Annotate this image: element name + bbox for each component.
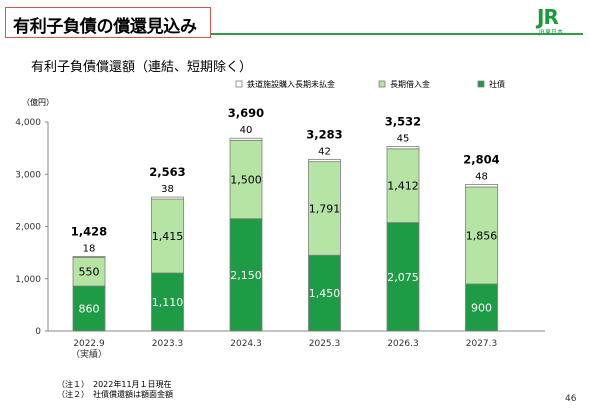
total-label: 3,283 — [306, 127, 342, 141]
bar-segment-bond — [386, 222, 420, 332]
data-label-bond: 2,150 — [230, 269, 262, 282]
bar-segment-facility — [229, 137, 263, 141]
bar-segment-facility — [308, 159, 341, 163]
data-label-long-term: 1,412 — [387, 180, 419, 193]
y-axis-unit: （億円） — [22, 98, 54, 107]
x-tick-label: 2025.3 — [309, 339, 341, 349]
x-tick-label: 2027.3 — [466, 339, 498, 349]
data-label-bond: 2,075 — [387, 271, 419, 284]
bar-segment-bond — [151, 272, 184, 332]
logo-mark: JR — [537, 5, 559, 29]
footnote-1: （注１） 2022年11月１日現在 — [57, 380, 172, 389]
bar-segment-bond — [308, 254, 341, 332]
bar-segment-long-term — [308, 161, 341, 256]
data-label-facility: 42 — [318, 146, 331, 157]
legend-label-long-term: 長期借入金 — [390, 79, 430, 89]
bar-segment-facility — [151, 196, 184, 200]
x-tick-label: 2023.3 — [152, 339, 184, 349]
title-underline — [211, 33, 583, 35]
bar-segment-bond — [465, 283, 498, 332]
total-label: 2,804 — [463, 152, 499, 166]
page-number: 46 — [565, 394, 577, 404]
data-label-facility: 48 — [475, 171, 488, 182]
data-label-facility: 38 — [161, 184, 174, 195]
x-tick-label: 2024.3 — [230, 339, 262, 349]
data-label-facility: 45 — [397, 133, 410, 144]
page-title: 有利子負債の償還見込み — [13, 17, 197, 37]
total-label: 1,428 — [71, 224, 107, 238]
legend-swatch-facility — [235, 80, 243, 88]
y-tick-label: 0 — [35, 327, 41, 337]
bar-segment-long-term — [72, 256, 106, 287]
footnote-2: （注２） 社債償還額は額面金額 — [57, 390, 173, 399]
logo-subtext: JR東日本 — [539, 29, 563, 36]
data-label-facility: 18 — [83, 243, 96, 254]
data-label-long-term: 1,415 — [152, 230, 184, 243]
data-label-bond: 900 — [471, 301, 492, 314]
legend-swatch-bond — [477, 80, 485, 88]
bar-segment-facility — [72, 255, 106, 258]
bar-segment-long-term — [386, 148, 420, 223]
legend-label-facility: 鉄道施設購入長期未払金 — [247, 79, 335, 89]
data-label-long-term: 1,500 — [230, 173, 262, 186]
y-tick-label: 2,000 — [15, 223, 41, 233]
total-label: 3,532 — [385, 114, 421, 128]
data-label-bond: 860 — [79, 303, 100, 316]
data-label-facility: 40 — [240, 125, 253, 136]
y-tick-label: 1,000 — [15, 275, 41, 285]
data-label-bond: 1,110 — [152, 296, 184, 309]
bar-segment-long-term — [465, 186, 498, 285]
data-label-bond: 1,450 — [309, 287, 341, 300]
x-tick-label: 2022.9 — [73, 339, 105, 349]
legend-swatch-long-term — [378, 80, 386, 88]
bar-segment-bond — [229, 218, 263, 332]
data-label-long-term: 1,856 — [466, 229, 498, 242]
x-tick-label: 2026.3 — [387, 339, 419, 349]
y-tick-label: 4,000 — [15, 118, 41, 128]
bar-segment-long-term — [229, 139, 263, 220]
bar-segment-facility — [386, 146, 420, 150]
bar-segment-long-term — [151, 198, 184, 274]
total-label: 3,690 — [228, 106, 264, 120]
bar-segment-bond — [72, 285, 106, 332]
title-box: 有利子負債の償還見込み — [5, 7, 211, 38]
jr-logo: JR JR東日本 — [533, 5, 581, 36]
total-label: 2,563 — [149, 165, 185, 179]
footnotes: （注１） 2022年11月１日現在 （注２） 社債償還額は額面金額 — [57, 380, 173, 400]
x-tick-label: （実績） — [71, 348, 107, 360]
data-label-long-term: 550 — [79, 266, 100, 279]
bar-segment-facility — [465, 184, 498, 188]
y-tick-label: 3,000 — [15, 170, 41, 180]
data-label-long-term: 1,791 — [309, 202, 341, 215]
legend-label-bond: 社債 — [489, 79, 505, 89]
chart-subtitle: 有利子負債償還額（連結、短期除く） — [31, 60, 253, 75]
